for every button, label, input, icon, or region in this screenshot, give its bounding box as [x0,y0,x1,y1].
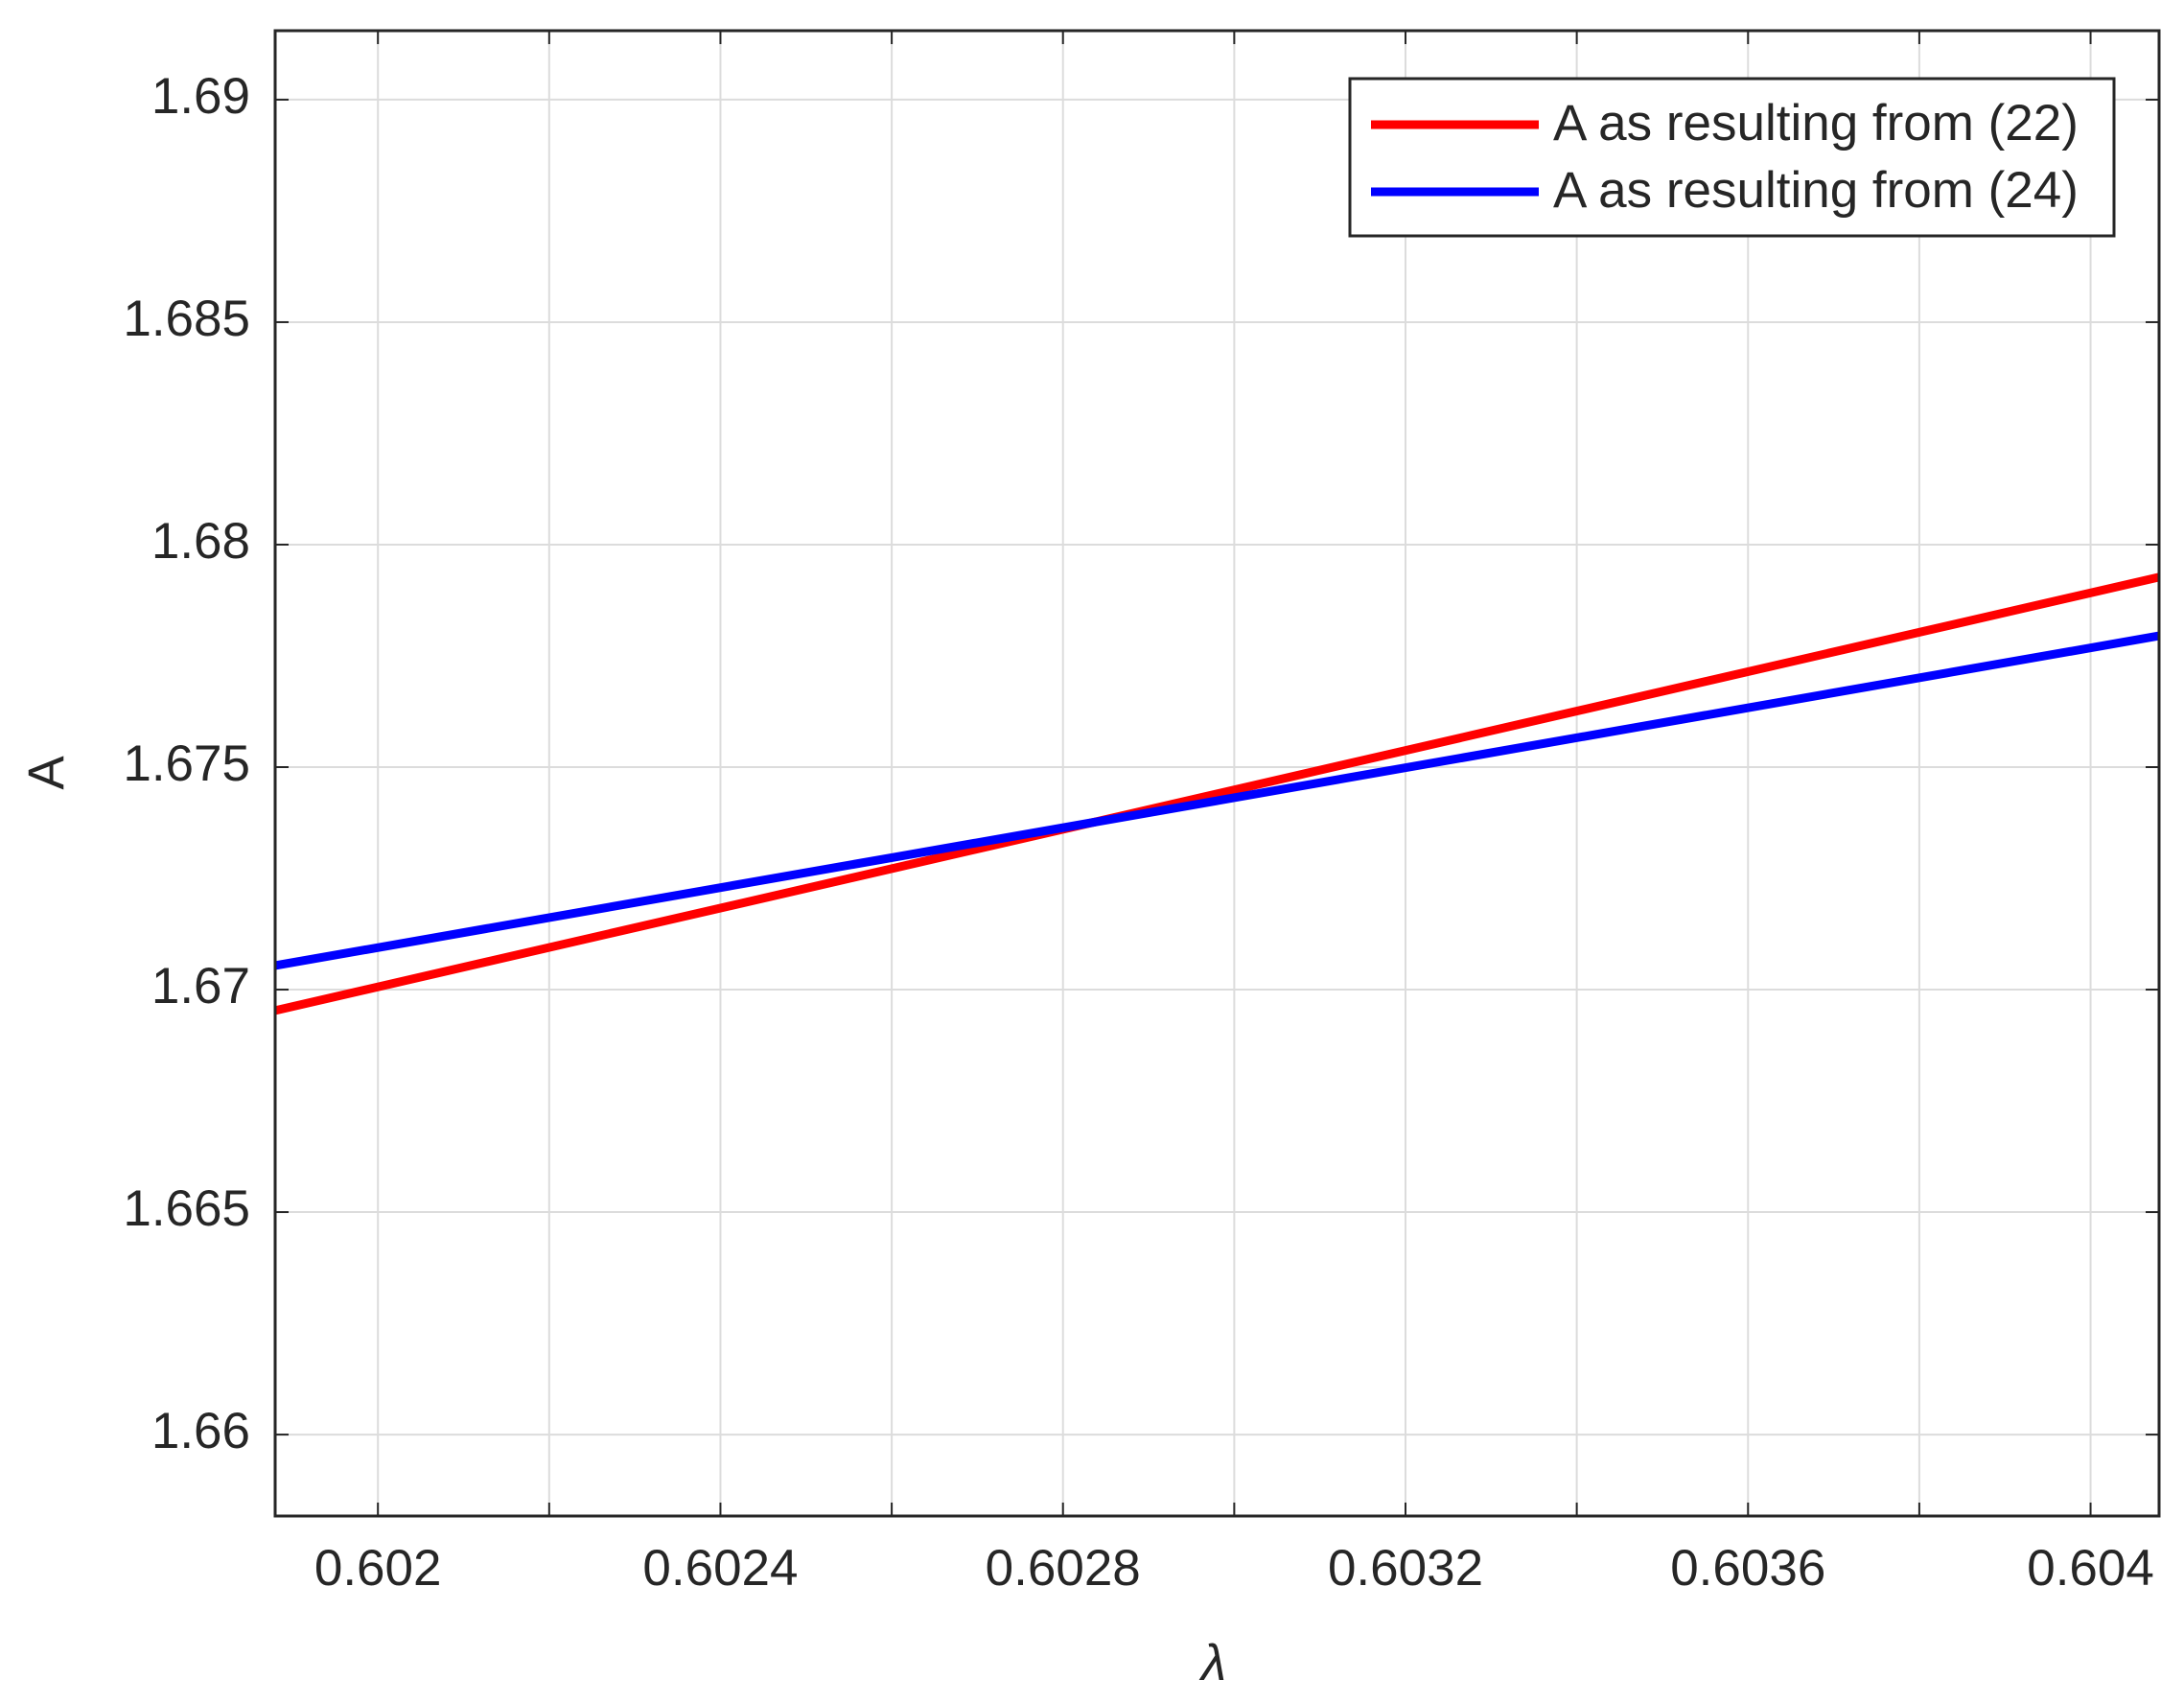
legend-label: A as resulting from (22) [1553,95,2079,152]
y-axis-label: A [18,756,75,790]
y-tick-label: 1.69 [151,68,250,125]
axes-box [273,29,2161,1518]
data-line [273,572,2161,1015]
legend-box [1348,77,2116,238]
plot-area [275,31,2159,1516]
x-axis-label: λ [1198,1635,1226,1691]
x-tick-label: 0.6024 [642,1540,798,1597]
y-tick-label: 1.675 [123,735,250,792]
y-tick-label: 1.66 [151,1403,250,1459]
x-tick-label: 0.6028 [986,1540,1141,1597]
legend-label: A as resulting from (24) [1553,162,2079,219]
x-tick-label: 0.6036 [1670,1540,1825,1597]
y-tick-label: 1.68 [151,513,250,570]
y-tick-label: 1.685 [123,291,250,347]
y-tick-label: 1.665 [123,1180,250,1237]
x-tick-label: 0.602 [314,1540,442,1597]
x-tick-label: 0.6032 [1328,1540,1483,1597]
x-tick-label: 0.604 [2027,1540,2154,1597]
y-tick-label: 1.67 [151,958,250,1015]
data-line [274,631,2160,970]
